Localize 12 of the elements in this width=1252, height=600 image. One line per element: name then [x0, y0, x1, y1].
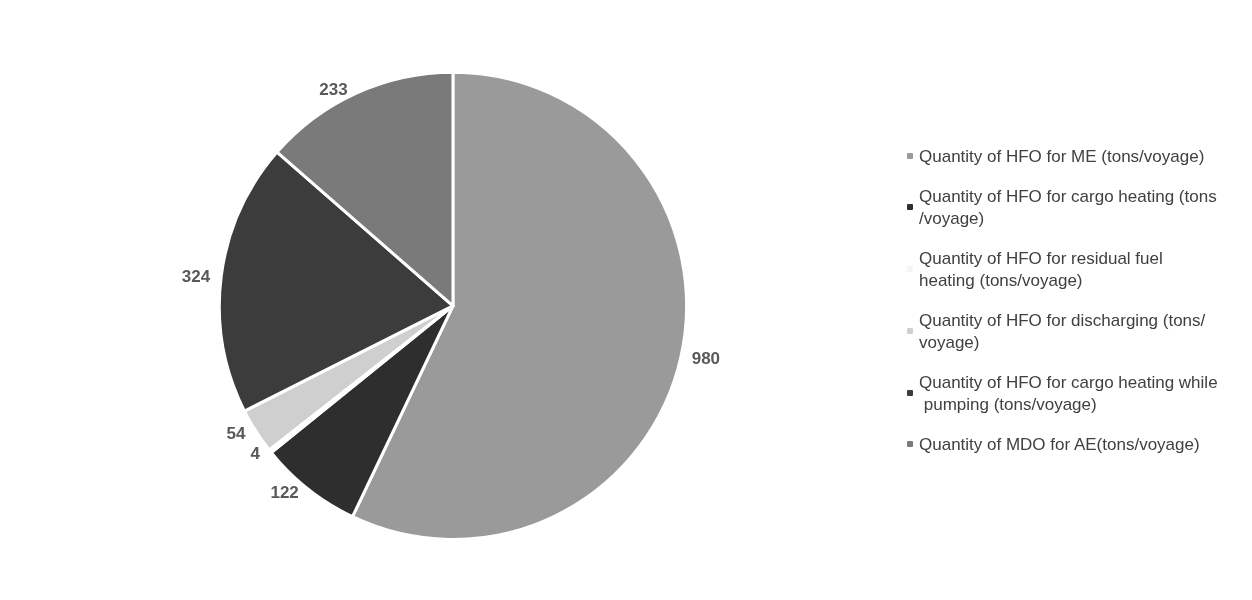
legend-label: Quantity of HFO for residual fuel heating (tons/voyage) [919, 248, 1168, 290]
data-label: 233 [319, 80, 348, 100]
legend-label: Quantity of HFO for cargo heating while pumping (tons/voyage) [919, 372, 1218, 414]
legend-label: Quantity of HFO for cargo heating (tons/voyage) [919, 186, 1217, 228]
data-label: 324 [181, 266, 211, 286]
legend-label: Quantity of HFO for discharging (tons/voyage) [919, 310, 1206, 352]
data-label: 122 [270, 482, 299, 502]
legend-label: Quantity of HFO for ME (tons/voyage) [919, 146, 1205, 166]
data-label: 4 [250, 444, 261, 464]
data-label: 980 [691, 348, 721, 368]
legend-label: Quantity of MDO for AE(tons/voyage) [919, 434, 1200, 454]
data-label: 54 [226, 423, 246, 443]
